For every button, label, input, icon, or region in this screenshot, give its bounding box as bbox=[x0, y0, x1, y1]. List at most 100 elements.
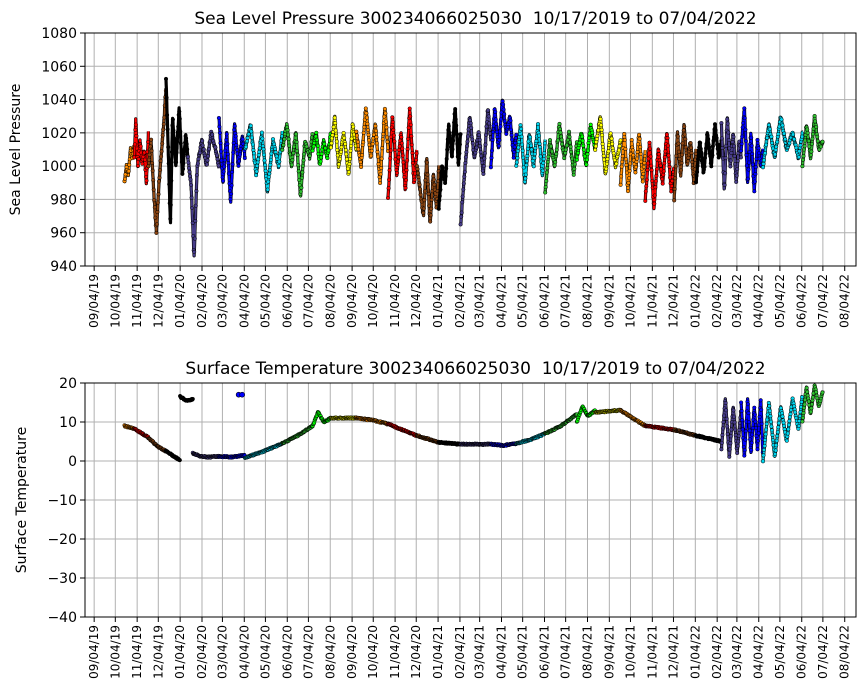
data-point bbox=[677, 156, 682, 161]
data-point bbox=[163, 76, 169, 81]
data-point bbox=[151, 178, 156, 183]
data-point bbox=[702, 155, 708, 161]
data-point bbox=[599, 127, 604, 132]
data-point bbox=[535, 122, 541, 127]
data-point bbox=[644, 177, 649, 182]
data-point bbox=[711, 138, 716, 143]
data-point bbox=[786, 427, 791, 432]
data-point bbox=[401, 160, 406, 165]
data-point bbox=[546, 154, 551, 159]
data-point bbox=[720, 433, 725, 438]
data-point bbox=[268, 162, 273, 167]
data-point bbox=[486, 108, 491, 113]
data-point bbox=[566, 129, 572, 134]
data-point bbox=[190, 396, 195, 402]
data-point bbox=[205, 154, 211, 159]
data-point bbox=[452, 120, 457, 125]
x-tick-label: 09/04/20 bbox=[345, 274, 359, 328]
data-point bbox=[461, 181, 466, 186]
data-point bbox=[259, 130, 264, 135]
data-point bbox=[177, 109, 182, 114]
data-point bbox=[214, 153, 220, 158]
data-point bbox=[738, 155, 743, 160]
data-point bbox=[673, 176, 678, 181]
data-point bbox=[142, 157, 147, 162]
data-point bbox=[224, 137, 229, 142]
data-point bbox=[619, 174, 624, 179]
data-point bbox=[178, 129, 183, 134]
data-point bbox=[428, 213, 433, 218]
data-point bbox=[728, 434, 733, 439]
data-point bbox=[366, 132, 371, 137]
data-point bbox=[153, 215, 158, 220]
data-point bbox=[408, 114, 413, 119]
data-point bbox=[731, 408, 736, 413]
data-point bbox=[403, 185, 408, 191]
data-point bbox=[760, 459, 766, 464]
data-point bbox=[761, 161, 766, 166]
data-point bbox=[384, 135, 390, 140]
data-point bbox=[248, 123, 253, 128]
data-point bbox=[723, 171, 728, 176]
data-point bbox=[782, 131, 787, 136]
data-point bbox=[810, 136, 815, 141]
data-point bbox=[649, 168, 654, 173]
x-tick-label: 06/04/22 bbox=[795, 625, 809, 679]
data-point bbox=[224, 132, 229, 137]
segment-16 bbox=[458, 441, 493, 447]
data-point bbox=[780, 414, 785, 419]
data-point bbox=[743, 429, 748, 434]
data-point bbox=[717, 153, 722, 158]
data-point bbox=[295, 152, 300, 158]
data-point bbox=[649, 163, 654, 168]
data-point bbox=[764, 142, 769, 147]
data-point bbox=[185, 147, 190, 152]
data-point bbox=[724, 408, 729, 413]
y-tick-label: 1020 bbox=[41, 126, 77, 142]
data-point bbox=[186, 166, 192, 171]
segment-19 bbox=[543, 412, 579, 436]
data-point bbox=[189, 183, 194, 188]
data-point bbox=[648, 154, 653, 159]
data-point bbox=[254, 173, 259, 178]
segment-8 bbox=[242, 441, 285, 460]
data-point bbox=[538, 154, 543, 159]
data-point bbox=[234, 148, 239, 153]
data-point bbox=[793, 410, 798, 415]
data-point bbox=[188, 177, 193, 182]
data-point bbox=[722, 182, 727, 188]
data-point bbox=[437, 193, 442, 199]
data-point bbox=[520, 142, 525, 147]
x-tick-label: 06/04/21 bbox=[537, 274, 551, 328]
data-point bbox=[361, 130, 366, 135]
data-point bbox=[768, 419, 773, 424]
data-point bbox=[726, 130, 731, 135]
data-point bbox=[138, 144, 143, 149]
data-point bbox=[775, 139, 780, 144]
y-axis-label: Surface Temperature bbox=[14, 427, 30, 573]
data-point bbox=[533, 146, 538, 151]
x-tick-label: 02/04/20 bbox=[195, 625, 209, 679]
x-tick-label: 12/04/19 bbox=[151, 625, 165, 679]
x-tick-label: 05/04/22 bbox=[773, 625, 787, 679]
data-point bbox=[538, 145, 543, 150]
data-point bbox=[348, 148, 353, 153]
data-point bbox=[641, 171, 646, 176]
data-point bbox=[797, 149, 802, 154]
data-point bbox=[715, 146, 720, 151]
x-tick-label: 04/04/21 bbox=[495, 274, 509, 328]
data-point bbox=[560, 142, 565, 147]
data-point bbox=[470, 141, 475, 146]
data-point bbox=[300, 170, 305, 175]
data-point bbox=[396, 155, 401, 160]
data-point bbox=[257, 149, 262, 154]
data-point bbox=[786, 422, 791, 427]
data-point bbox=[812, 113, 817, 119]
data-point bbox=[160, 141, 165, 146]
data-point bbox=[502, 112, 507, 117]
y-tick-label: 940 bbox=[50, 259, 77, 275]
x-tick-label: 04/04/20 bbox=[237, 625, 251, 679]
data-point bbox=[384, 125, 389, 130]
data-point bbox=[237, 152, 243, 157]
data-point bbox=[403, 178, 409, 183]
